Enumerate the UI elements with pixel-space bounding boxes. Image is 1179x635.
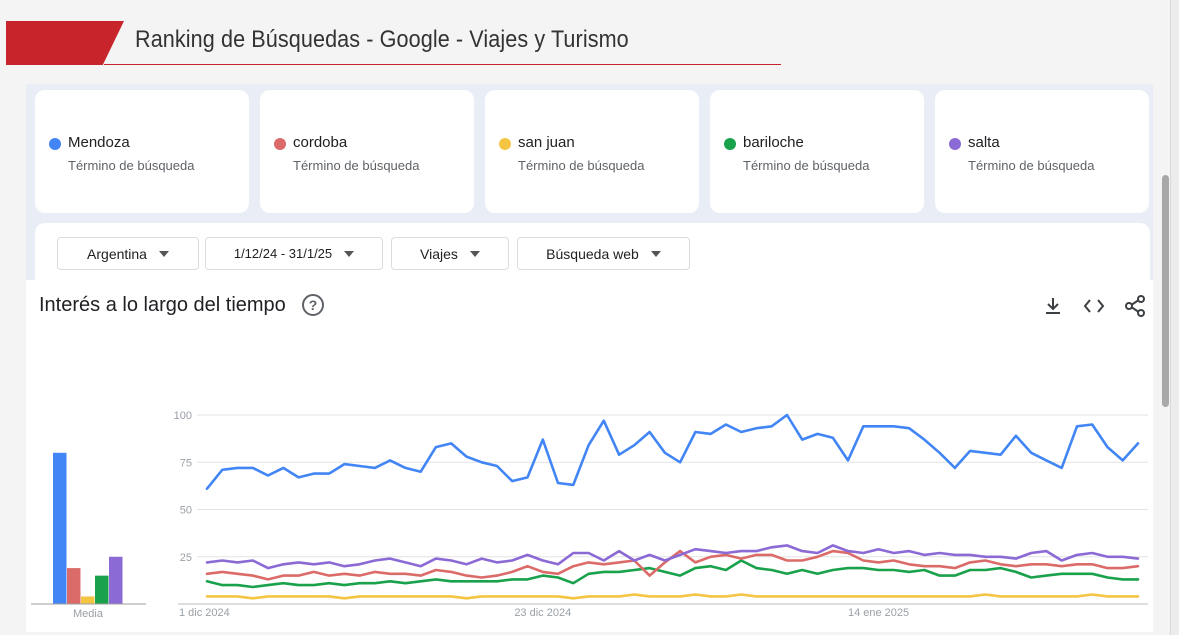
window-edge — [1170, 0, 1179, 635]
term-sublabel: Término de búsqueda — [293, 158, 420, 173]
term-card-bariloche[interactable]: bariloche Término de búsqueda — [710, 90, 924, 213]
term-card-cordoba[interactable]: cordoba Término de búsqueda — [260, 90, 474, 213]
chevron-down-icon — [650, 250, 661, 257]
term-label: cordoba — [293, 134, 348, 151]
header-accent — [6, 21, 124, 65]
page-title: Ranking de Búsquedas - Google - Viajes y… — [135, 26, 629, 53]
chevron-down-icon — [158, 250, 169, 257]
region-dropdown[interactable]: Argentina — [57, 237, 199, 270]
term-label: Mendoza — [68, 134, 130, 151]
download-icon[interactable] — [1043, 296, 1063, 316]
series-color-dot — [949, 138, 961, 150]
date-range-value: 1/12/24 - 31/1/25 — [233, 246, 333, 261]
chart-card — [26, 280, 1153, 632]
share-icon[interactable] — [1124, 295, 1146, 317]
term-label: salta — [968, 134, 1000, 151]
term-sublabel: Término de búsqueda — [743, 158, 870, 173]
embed-code-icon[interactable] — [1083, 297, 1105, 315]
term-label: san juan — [518, 134, 575, 151]
term-card-mendoza[interactable]: Mendoza Término de búsqueda — [35, 90, 249, 213]
category-dropdown[interactable]: Viajes — [391, 237, 509, 270]
series-color-dot — [274, 138, 286, 150]
series-color-dot — [49, 138, 61, 150]
date-range-dropdown[interactable]: 1/12/24 - 31/1/25 — [205, 237, 383, 270]
search-type-value: Búsqueda web — [546, 245, 639, 262]
series-color-dot — [499, 138, 511, 150]
term-card-san-juan[interactable]: san juan Término de búsqueda — [485, 90, 699, 213]
title-underline — [104, 64, 781, 65]
region-value: Argentina — [87, 245, 147, 262]
scrollbar-thumb[interactable] — [1162, 175, 1169, 407]
term-sublabel: Término de búsqueda — [68, 158, 195, 173]
term-label: bariloche — [743, 134, 804, 151]
term-sublabel: Término de búsqueda — [518, 158, 645, 173]
series-color-dot — [724, 138, 736, 150]
term-sublabel: Término de búsqueda — [968, 158, 1095, 173]
category-value: Viajes — [420, 245, 458, 262]
help-icon[interactable]: ? — [302, 294, 324, 316]
chevron-down-icon — [469, 250, 480, 257]
chart-title: Interés a lo largo del tiempo — [39, 294, 286, 316]
chevron-down-icon — [344, 250, 355, 257]
search-type-dropdown[interactable]: Búsqueda web — [517, 237, 690, 270]
term-card-salta[interactable]: salta Término de búsqueda — [935, 90, 1149, 213]
